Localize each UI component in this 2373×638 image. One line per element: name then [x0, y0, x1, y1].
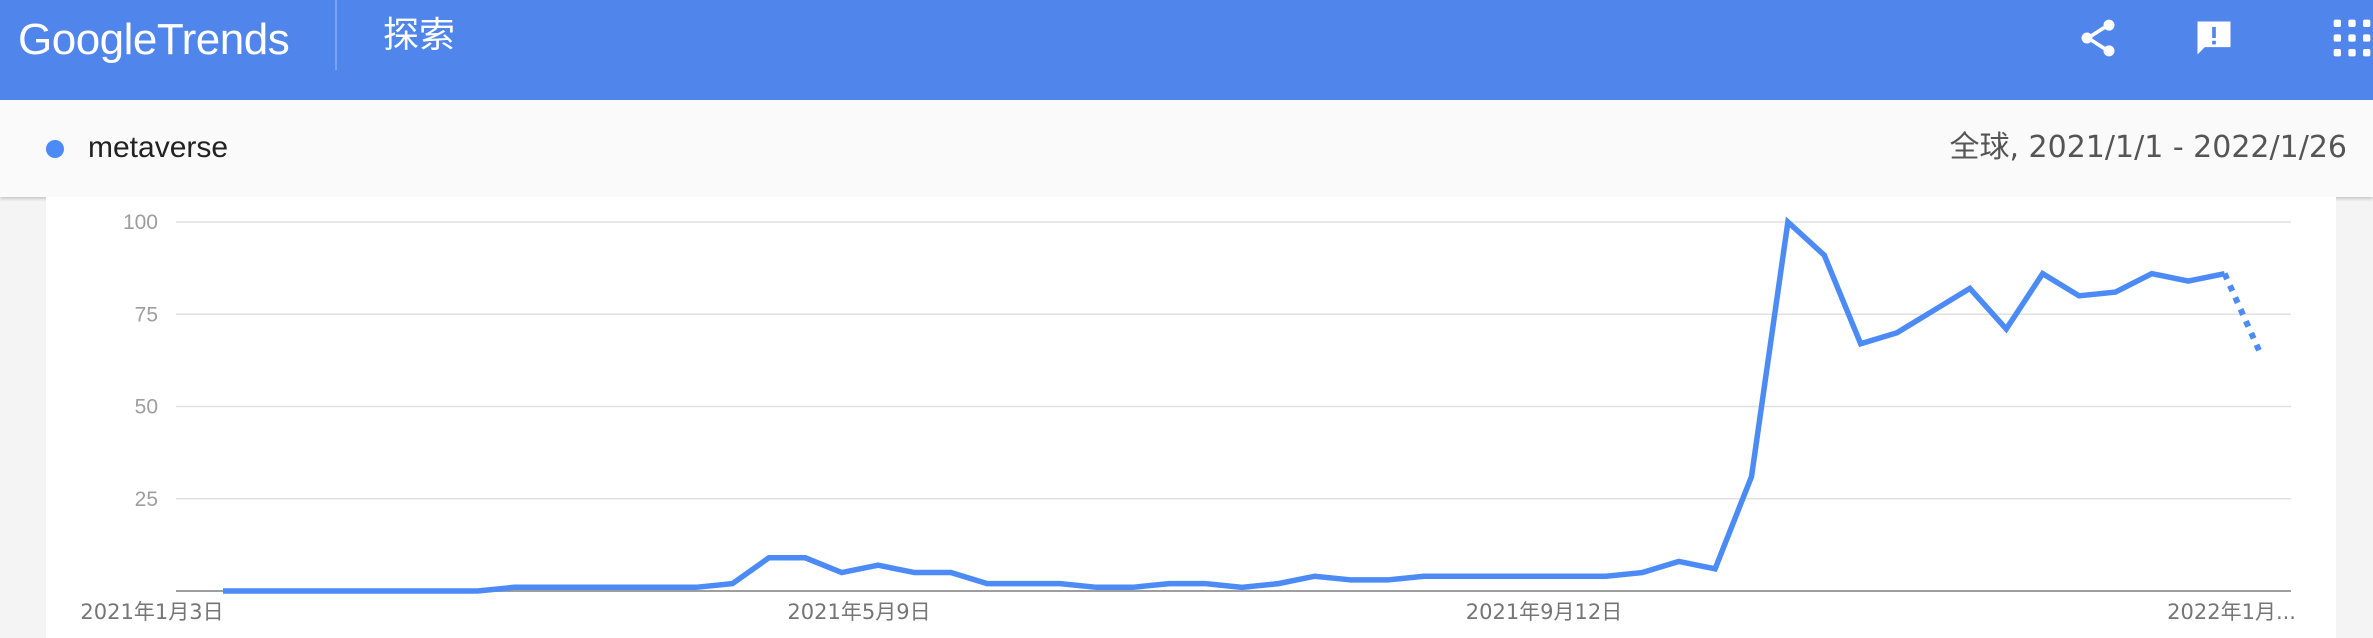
term-color-dot [46, 140, 64, 158]
series-partial-segment [2221, 272, 2264, 357]
data-point [1530, 573, 1536, 579]
header-divider [335, 0, 337, 70]
data-point [1567, 573, 1573, 579]
google-trends-logo[interactable]: GoogleTrends [18, 14, 290, 66]
data-point [1494, 573, 1500, 579]
data-point [766, 555, 772, 561]
data-point [1749, 474, 1755, 480]
data-point [1348, 577, 1354, 583]
y-tick-label: 75 [135, 303, 158, 326]
data-point [875, 562, 881, 568]
data-point [1312, 573, 1318, 579]
data-point [984, 581, 990, 587]
data-point [220, 588, 226, 594]
data-point [2185, 278, 2191, 284]
data-point [730, 581, 736, 587]
data-point [1930, 308, 1936, 314]
data-point [475, 588, 481, 594]
data-point [1639, 570, 1645, 576]
data-point [911, 570, 917, 576]
app-header: GoogleTrends 探索 [0, 0, 2373, 100]
data-point [1130, 584, 1136, 590]
data-point [2258, 352, 2264, 358]
data-point [1967, 285, 1973, 291]
data-point [1712, 566, 1718, 572]
data-point [1021, 581, 1027, 587]
data-point [1603, 573, 1609, 579]
data-point [1676, 558, 1682, 564]
data-point [2149, 271, 2155, 277]
y-tick-label: 50 [135, 396, 158, 419]
data-point [438, 588, 444, 594]
data-point [693, 584, 699, 590]
data-point [1093, 584, 1099, 590]
data-point [366, 588, 372, 594]
x-tick-label: 2021年5月9日 [787, 600, 930, 624]
data-point [948, 570, 954, 576]
search-term-label[interactable]: metaverse [88, 131, 229, 164]
data-point [2003, 326, 2009, 332]
data-point [548, 584, 554, 590]
data-point [1385, 577, 1391, 583]
data-point [1239, 584, 1245, 590]
data-point [1421, 573, 1427, 579]
x-tick-label: 2021年9月12日 [1466, 600, 1623, 624]
data-point [802, 555, 808, 561]
x-tick-label: 2022年1月... [2167, 600, 2296, 624]
data-point [1457, 573, 1463, 579]
data-point [2076, 293, 2082, 299]
interest-over-time-chart[interactable]: 100 75 50 25 2021年1月3日 2021年5月9日 2021年9月12日 202… [46, 197, 2336, 638]
share-icon[interactable] [2076, 16, 2120, 60]
y-tick-label: 100 [123, 211, 158, 234]
query-bar: metaverse 全球, 2021/1/1 - 2022/1/26 [0, 100, 2373, 197]
data-point [1203, 581, 1209, 587]
series-line-metaverse [223, 216, 2226, 594]
page-title: 探索 [383, 15, 456, 56]
data-point [1785, 219, 1791, 225]
apps-grid-icon[interactable] [2330, 16, 2373, 60]
data-point [293, 588, 299, 594]
logo-trends-text: Trends [156, 15, 290, 64]
data-point [1275, 581, 1281, 587]
data-point [2040, 271, 2046, 277]
data-point [329, 588, 335, 594]
data-point [1894, 330, 1900, 336]
data-point [584, 584, 590, 590]
data-point [839, 570, 845, 576]
data-point [1821, 252, 1827, 258]
chart-card: 100 75 50 25 2021年1月3日 2021年5月9日 2021年9月12日 202… [46, 197, 2336, 638]
x-tick-label: 2021年1月3日 [80, 600, 223, 624]
data-point [1057, 581, 1063, 587]
data-point [2222, 271, 2228, 277]
logo-google-text: Google [18, 15, 157, 64]
data-point [657, 584, 663, 590]
date-range-label[interactable]: 全球, 2021/1/1 - 2022/1/26 [1949, 130, 2347, 165]
data-point [2112, 289, 2118, 295]
data-point [256, 588, 262, 594]
feedback-icon[interactable] [2192, 16, 2236, 60]
data-point [511, 584, 517, 590]
data-point [1858, 341, 1864, 347]
y-tick-label: 25 [135, 488, 158, 511]
data-point [1166, 581, 1172, 587]
data-point [402, 588, 408, 594]
data-point [620, 584, 626, 590]
